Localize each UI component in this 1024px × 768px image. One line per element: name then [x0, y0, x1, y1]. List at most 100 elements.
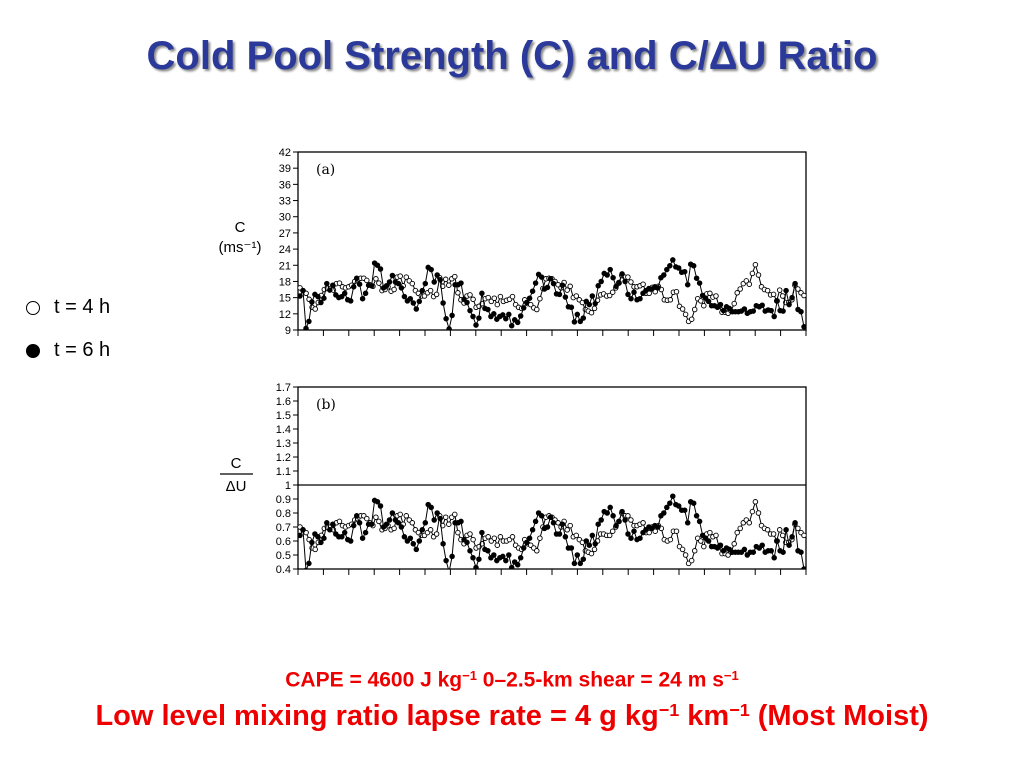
panel-b-ytick-label: 0.8	[276, 508, 291, 520]
panel-a-series-t6-line	[299, 258, 805, 330]
panel-b-series-t6-point	[500, 553, 506, 560]
panel-b-series-t6-point	[580, 556, 587, 562]
panel-b-series-t4-point	[364, 515, 370, 522]
panel-a-ylabel-line2: (ms⁻¹)	[219, 239, 262, 256]
panel-b-series-t6-point	[637, 535, 643, 541]
panel-b-series-t6-point	[792, 520, 798, 526]
panel-b-ytick-label: 0.9	[276, 494, 291, 506]
panel-a-series-t6-point	[577, 318, 584, 325]
panel-b-series-t4-point	[452, 511, 458, 518]
panel-a-series-t6-point	[580, 315, 587, 321]
panel-a-series-t6-point	[324, 280, 330, 287]
panel-a-series-t4-point	[691, 306, 698, 313]
panel-b-series-t6-point	[416, 538, 423, 544]
footer-moist-text: (Most Moist)	[749, 700, 929, 732]
panel-a-ytick-label: 27	[279, 228, 291, 240]
panel-b-series-t6-point	[517, 555, 524, 561]
footer-lapse-sup1: −1	[658, 700, 680, 721]
panel-b-series-t6-point	[622, 517, 628, 523]
panel-a-series-t6-point	[681, 268, 688, 275]
panel-b-series-t4-point	[391, 525, 397, 532]
panel-b-series-t4-point	[573, 532, 580, 539]
panel-b-series-t6-point	[514, 562, 521, 568]
panel-a-series-t4-point	[606, 292, 613, 299]
panel-b-series-t6-point	[315, 534, 321, 540]
panel-a-series-t6-point	[485, 306, 491, 313]
panel-a-series-t6-point	[315, 293, 321, 300]
panel-b-series-t6-point	[619, 508, 625, 515]
panel-a-series-t6-point	[670, 257, 676, 263]
panel-a-series-t6-point	[350, 284, 357, 290]
panel-b-series-t6-point	[768, 548, 774, 554]
panel-a-series-t6-point	[514, 319, 521, 326]
open-circle-icon	[26, 300, 40, 315]
panel-b-series-t4-point	[606, 532, 613, 539]
panel-b-series-t4-point	[779, 532, 786, 539]
panel-b-series-t6-point	[330, 521, 336, 527]
panel-b-series-t4-point	[467, 531, 473, 537]
panel-b-series-t6-point	[324, 520, 330, 526]
footer-cape-shear: CAPE = 4600 J kg−1 0–2.5-km shear = 24 m…	[0, 668, 1024, 693]
panel-a-series-t4-point	[625, 274, 631, 280]
panel-a-series-t6-point	[717, 301, 724, 308]
panel-b-series-t6-point	[407, 535, 414, 541]
panel-b-series-t6-point	[681, 507, 688, 513]
panel-b-series-t6-point	[377, 503, 384, 509]
panel-a-series-t6-point	[330, 282, 336, 288]
panel-b-label: (b)	[316, 397, 336, 413]
panel-b-series-t6-point	[362, 529, 369, 536]
panel-b-series-t6-point	[443, 557, 449, 564]
footer-shear-text: 0–2.5-km shear = 24 m s	[476, 668, 724, 692]
panel-a-series-t6-point	[619, 271, 625, 277]
panel-b-group: 0.4 0.5 0.6 0.7 0.8 0.9 1 1.1 1.2 1.3 1.4 1.5 1.6 1.7…	[220, 382, 807, 576]
panel-a-series-t6-point	[443, 315, 449, 322]
panel-a-series-t4-point	[688, 316, 695, 322]
panel-b-series-t6-point	[526, 535, 533, 541]
panel-a-series-t6-point	[359, 295, 366, 302]
panel-a-series-t4-point	[488, 298, 495, 305]
panel-a-series-t4-point	[679, 306, 686, 312]
panel-a-ytick-label: 42	[279, 147, 291, 159]
panel-a-series-t4-point	[537, 295, 543, 302]
footer-cape-text: CAPE = 4600 J kg	[285, 668, 463, 692]
panel-a-series-t6-point	[696, 280, 703, 286]
panel-b-series-t6-point	[625, 531, 631, 537]
panel-a-series-t4-point	[567, 283, 573, 290]
panel-a-series-t6-point	[655, 285, 661, 291]
panel-b-ytick-label: 0.7	[276, 522, 291, 534]
panel-a-series-t6-point	[690, 263, 697, 269]
panel-a-series-t4-point	[433, 291, 440, 298]
panel-b-ytick-label: 1.7	[276, 382, 291, 394]
panel-a-series-t6-point	[538, 274, 545, 280]
panel-b-series-t6-point	[586, 542, 593, 548]
panel-a-series-t6-point	[368, 283, 375, 289]
panel-b-series-t6-point	[559, 521, 566, 527]
panel-b-data	[298, 493, 806, 569]
panel-b-series-t6-point	[583, 538, 590, 544]
panel-b-series-t6-point	[374, 499, 381, 505]
panel-b-series-t6-point	[544, 524, 551, 530]
panel-a-series-t6-point	[395, 280, 402, 287]
panel-a-data	[298, 257, 806, 330]
panel-a-series-t4-point	[336, 280, 343, 286]
panel-b-series-t6-point	[774, 538, 780, 544]
panel-a-series-t6-point	[529, 288, 536, 294]
panel-a-series-t4-point	[713, 293, 719, 299]
panel-b-series-t4-point	[591, 546, 598, 553]
panel-b-frame	[297, 386, 807, 570]
panel-a-series-t6-point	[309, 299, 315, 305]
panel-b-series-t4-point	[673, 528, 680, 534]
panel-b-series-t6-point	[431, 517, 437, 523]
panel-a-series-t4-point	[397, 273, 403, 279]
panel-a-series-t6-point	[386, 279, 393, 285]
panel-a-series-t6-point	[437, 277, 443, 283]
panel-a-series-t6-point	[574, 311, 581, 318]
footer-lapse-rate: Low level mixing ratio lapse rate = 4 g …	[0, 700, 1024, 733]
panel-b-series-t6-point	[670, 493, 676, 499]
panel-a-series-t6-point	[625, 291, 631, 298]
panel-b-series-t6-point	[300, 527, 306, 533]
panel-a-ytick-label: 24	[279, 244, 291, 256]
panel-b-series-t4-point	[446, 521, 452, 527]
panel-a-series-t4-point	[534, 306, 540, 313]
panel-b-ytick-label: 1.6	[276, 396, 291, 408]
